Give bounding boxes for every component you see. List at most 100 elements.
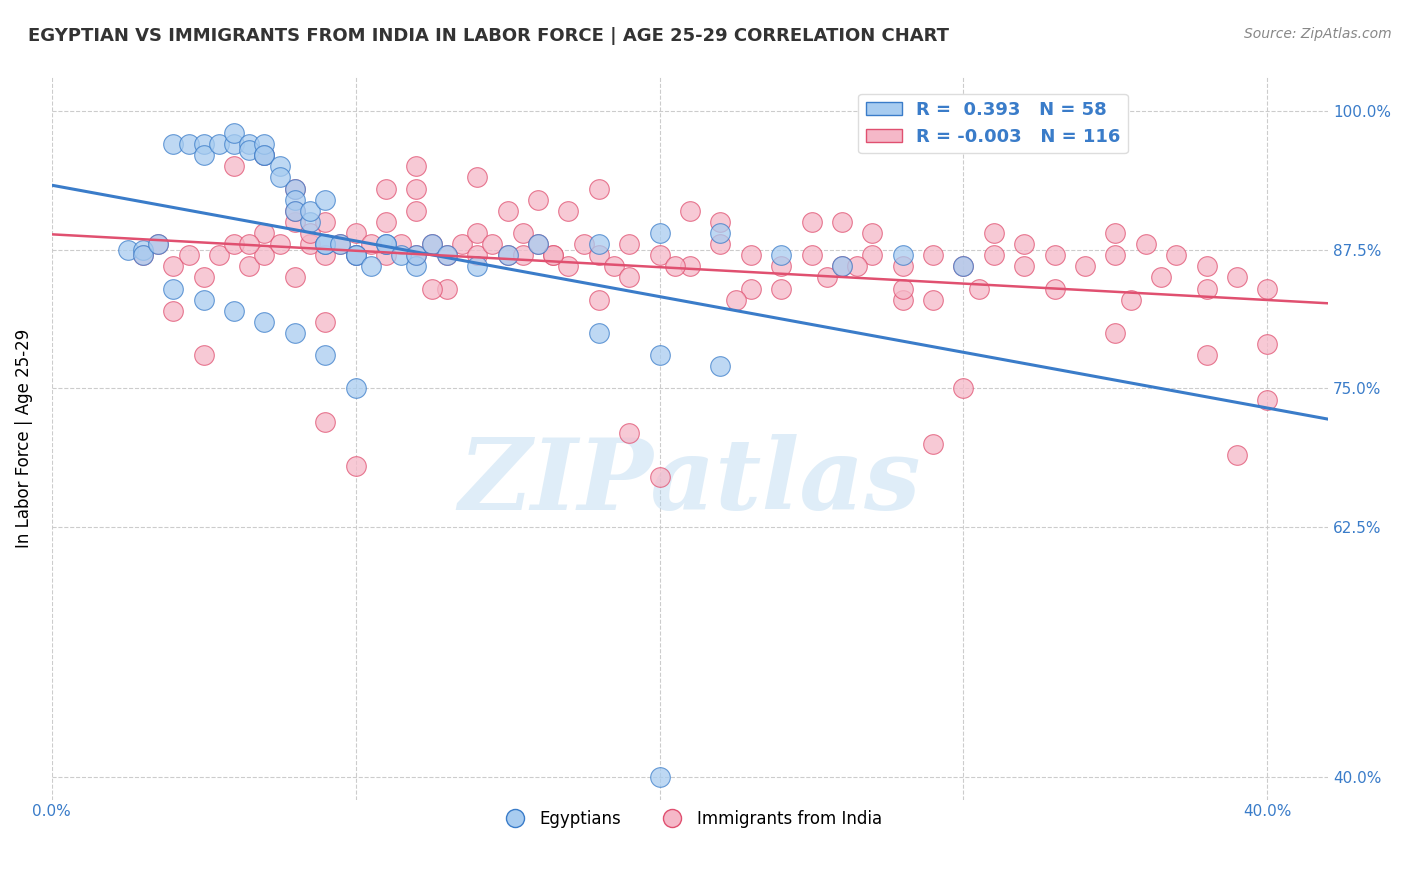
Point	[253, 137, 276, 152]
Point	[1150, 270, 1173, 285]
Point	[162, 137, 184, 152]
Point	[299, 237, 322, 252]
Point	[465, 170, 488, 185]
Point	[800, 215, 823, 229]
Legend: Egyptians, Immigrants from India: Egyptians, Immigrants from India	[492, 803, 889, 835]
Point	[117, 243, 139, 257]
Point	[193, 148, 215, 162]
Point	[831, 260, 853, 274]
Point	[420, 237, 443, 252]
Point	[162, 281, 184, 295]
Point	[709, 359, 731, 374]
Point	[222, 126, 245, 140]
Point	[299, 215, 322, 229]
Point	[1074, 260, 1097, 274]
Point	[436, 248, 458, 262]
Point	[238, 260, 260, 274]
Point	[648, 248, 671, 262]
Text: Source: ZipAtlas.com: Source: ZipAtlas.com	[1244, 27, 1392, 41]
Point	[269, 237, 291, 252]
Point	[405, 203, 427, 218]
Point	[360, 260, 382, 274]
Point	[617, 237, 640, 252]
Point	[222, 303, 245, 318]
Text: EGYPTIAN VS IMMIGRANTS FROM INDIA IN LABOR FORCE | AGE 25-29 CORRELATION CHART: EGYPTIAN VS IMMIGRANTS FROM INDIA IN LAB…	[28, 27, 949, 45]
Point	[222, 237, 245, 252]
Point	[193, 348, 215, 362]
Point	[527, 193, 550, 207]
Point	[1012, 237, 1035, 252]
Point	[648, 770, 671, 784]
Point	[541, 248, 564, 262]
Point	[177, 248, 200, 262]
Point	[253, 148, 276, 162]
Point	[815, 270, 838, 285]
Point	[329, 237, 352, 252]
Point	[375, 237, 398, 252]
Point	[375, 215, 398, 229]
Point	[664, 260, 686, 274]
Point	[648, 348, 671, 362]
Point	[284, 193, 307, 207]
Point	[679, 203, 702, 218]
Point	[465, 260, 488, 274]
Point	[496, 248, 519, 262]
Point	[344, 248, 367, 262]
Point	[588, 326, 610, 340]
Y-axis label: In Labor Force | Age 25-29: In Labor Force | Age 25-29	[15, 329, 32, 548]
Point	[952, 260, 974, 274]
Point	[405, 248, 427, 262]
Point	[1104, 326, 1126, 340]
Point	[1256, 281, 1278, 295]
Point	[860, 248, 883, 262]
Point	[344, 248, 367, 262]
Point	[527, 237, 550, 252]
Point	[269, 159, 291, 173]
Point	[1104, 226, 1126, 240]
Point	[1256, 392, 1278, 407]
Point	[617, 425, 640, 440]
Point	[770, 248, 793, 262]
Point	[284, 270, 307, 285]
Point	[1195, 260, 1218, 274]
Point	[253, 315, 276, 329]
Point	[648, 470, 671, 484]
Point	[314, 248, 336, 262]
Point	[405, 181, 427, 195]
Point	[617, 270, 640, 285]
Point	[238, 137, 260, 152]
Point	[329, 237, 352, 252]
Point	[512, 248, 534, 262]
Point	[451, 237, 474, 252]
Point	[846, 260, 869, 274]
Point	[800, 248, 823, 262]
Point	[709, 237, 731, 252]
Point	[465, 226, 488, 240]
Point	[314, 215, 336, 229]
Point	[891, 260, 914, 274]
Point	[679, 260, 702, 274]
Point	[436, 281, 458, 295]
Point	[1226, 270, 1249, 285]
Point	[1195, 348, 1218, 362]
Point	[405, 260, 427, 274]
Point	[1195, 281, 1218, 295]
Point	[527, 237, 550, 252]
Point	[1043, 248, 1066, 262]
Point	[193, 293, 215, 307]
Point	[465, 248, 488, 262]
Point	[208, 137, 231, 152]
Point	[299, 226, 322, 240]
Point	[831, 215, 853, 229]
Point	[891, 248, 914, 262]
Point	[222, 159, 245, 173]
Point	[284, 203, 307, 218]
Point	[740, 248, 762, 262]
Point	[983, 248, 1005, 262]
Point	[208, 248, 231, 262]
Point	[132, 243, 155, 257]
Point	[1012, 260, 1035, 274]
Point	[1256, 337, 1278, 351]
Point	[222, 137, 245, 152]
Point	[238, 237, 260, 252]
